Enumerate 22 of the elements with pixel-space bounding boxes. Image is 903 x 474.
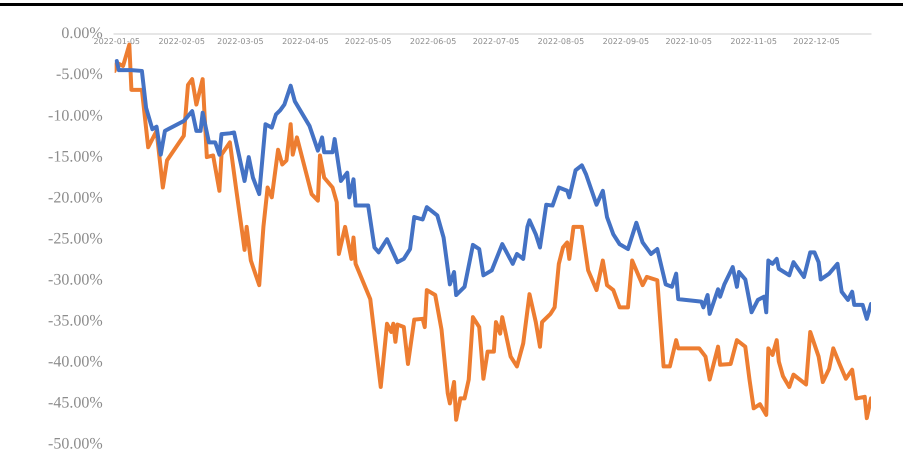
y-tick-label: -25.00% [48,230,103,248]
y-tick-label: -20.00% [48,189,103,206]
x-tick-label: 2022-08-05 [538,36,584,46]
x-tick-label: 2022-06-05 [410,36,456,46]
x-tick-label: 2022-11-05 [730,36,777,46]
y-tick-label: -5.00% [56,66,103,84]
x-tick-label: 2022-12-05 [793,36,840,46]
x-tick-label: 2022-04-05 [282,36,329,46]
x-tick-label: 2022-09-05 [602,36,650,46]
y-tick-label: -15.00% [48,148,103,166]
y-tick-label: -45.00% [48,394,103,412]
y-tick-label: -35.00% [48,312,103,330]
x-tick-label: 2022-02-05 [158,36,205,46]
y-tick-label: -50.00% [48,436,103,453]
x-tick-label: 2022-07-05 [472,36,520,46]
y-tick-label: -40.00% [48,354,103,371]
x-tick-label: 2022-01-05 [94,36,140,46]
x-tick-label: 2022-10-05 [665,36,712,46]
y-tick-label: -10.00% [48,107,103,124]
x-tick-label: 2022-03-05 [217,36,264,46]
y-tick-label: -30.00% [48,271,103,288]
x-tick-label: 2022-05-05 [344,36,392,46]
